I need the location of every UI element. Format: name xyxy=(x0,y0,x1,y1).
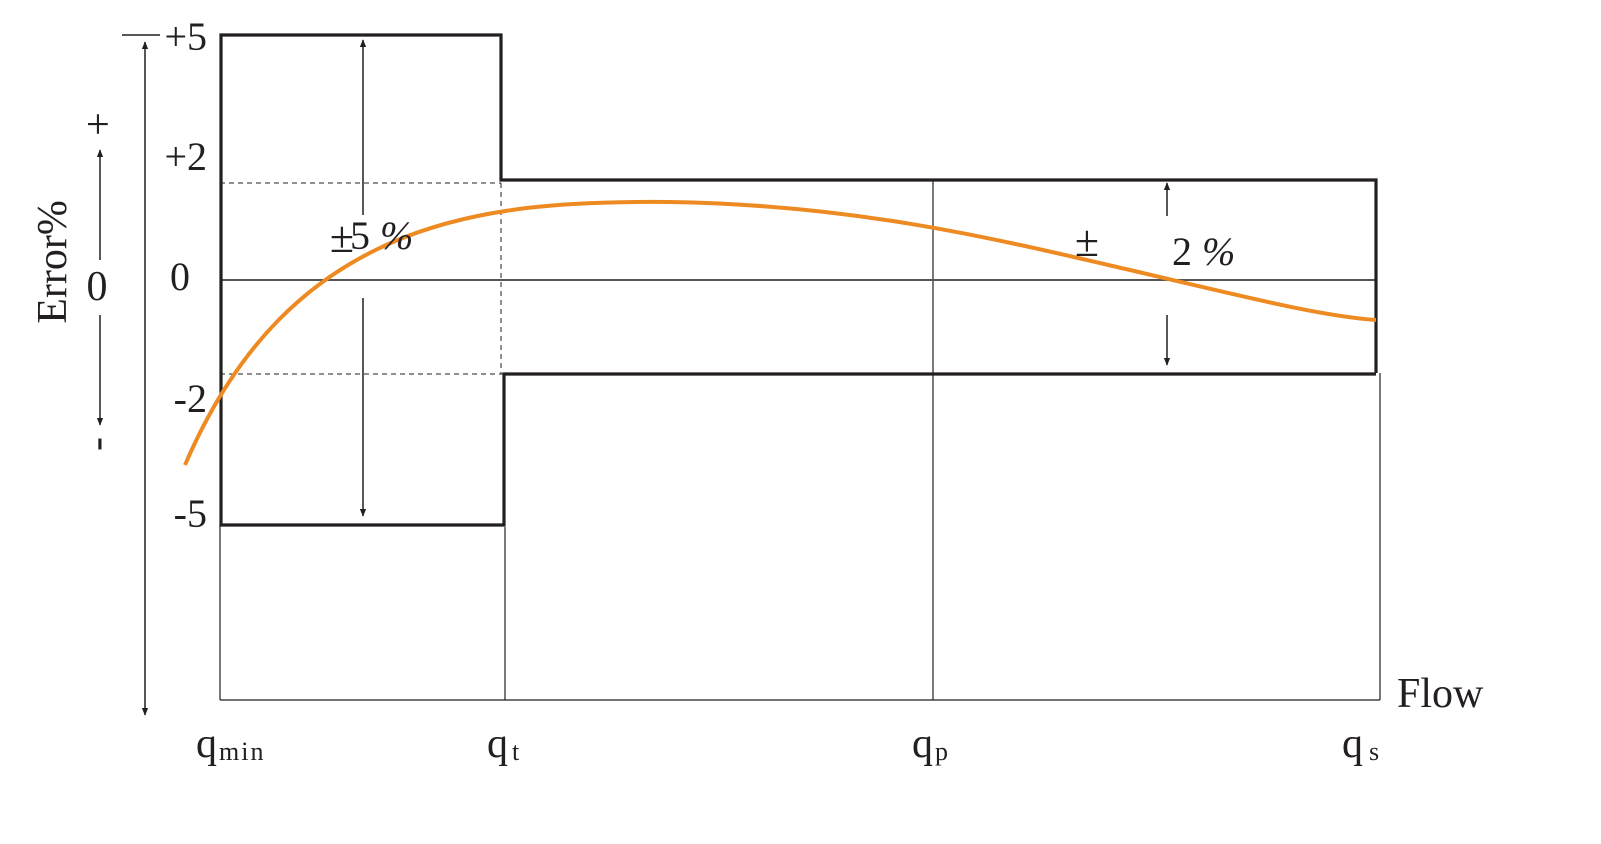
tick-minus-2: -2 xyxy=(174,376,207,421)
flow-qmin-label: qmin xyxy=(196,721,265,767)
minus-sign: - xyxy=(74,437,120,451)
tick-plus-2: +2 xyxy=(164,134,207,179)
upper-error-limit xyxy=(219,33,1378,374)
lower-error-limit xyxy=(219,372,1376,527)
upper-zone-unit: % xyxy=(1202,229,1235,274)
meter-error-curve xyxy=(183,199,1377,466)
upper-zone-value: 2 xyxy=(1172,229,1192,274)
y-axis-label: Error% xyxy=(30,200,76,324)
tick-zero: 0 xyxy=(170,254,190,299)
flow-qp-label: qp xyxy=(912,721,950,767)
zero-label: 0 xyxy=(87,264,108,310)
lower-zone-value: 5 xyxy=(350,213,370,258)
lower-zone-plus-minus: ± xyxy=(330,213,354,262)
tick-minus-5: -5 xyxy=(174,491,207,536)
upper-zone-plus-minus: ± xyxy=(1075,217,1099,266)
plus-sign: + xyxy=(76,112,122,136)
lower-zone-unit: % xyxy=(380,213,413,258)
tick-plus-5: +5 xyxy=(164,14,207,59)
x-axis-label: Flow xyxy=(1397,671,1484,717)
